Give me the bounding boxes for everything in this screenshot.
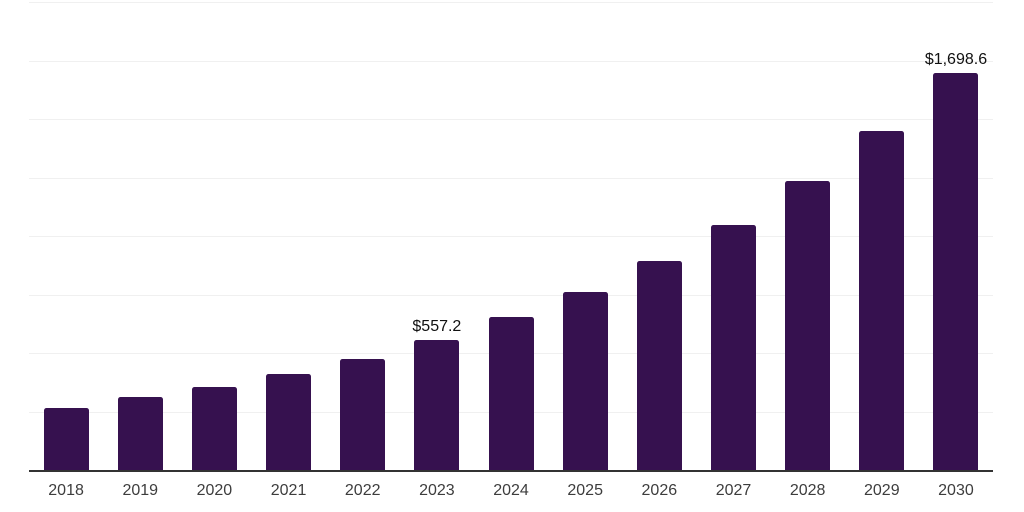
data-label-2030: $1,698.6 [924, 50, 988, 68]
bar-slot [696, 2, 770, 470]
x-tick-label-2028: 2028 [789, 482, 826, 499]
bar-slot [771, 2, 845, 470]
bar-2026 [636, 260, 682, 470]
x-tick-label-2026: 2026 [641, 482, 678, 499]
bar-slot [177, 2, 251, 470]
x-tick-label-2029: 2029 [864, 482, 900, 499]
bar-2030 [933, 72, 979, 470]
bar-2023 [414, 339, 460, 470]
gridline [29, 236, 993, 237]
bar-slot: $1,698.6 [919, 2, 993, 470]
gridline [29, 119, 993, 120]
data-label-2023: $557.2 [412, 317, 462, 335]
bar-2019 [117, 397, 163, 470]
bar-slot [845, 2, 919, 470]
bar-slot [29, 2, 103, 470]
bar-2028 [785, 180, 831, 470]
bar-2022 [340, 358, 386, 470]
bars-layer: $557.2 $1,698.6 [29, 2, 993, 470]
x-tick-label-2019: 2019 [122, 482, 159, 499]
gridline [29, 177, 993, 179]
bar-2020 [191, 387, 237, 470]
bar-2025 [562, 292, 608, 470]
bar-2029 [859, 131, 905, 470]
bar-2024 [488, 317, 534, 470]
x-axis-labels: 2018 2019 2020 2021 2022 2023 2024 2025 2026 2027… [29, 483, 993, 499]
bar-slot: $557.2 [400, 2, 474, 470]
bar-slot [326, 2, 400, 470]
x-tick-label-2018: 2018 [48, 482, 84, 499]
bar-slot [103, 2, 177, 470]
x-tick-label-2023: 2023 [419, 482, 455, 499]
bar-slot [548, 2, 622, 470]
gridline [29, 2, 993, 3]
plot-area: $557.2 $1,698.6 [29, 2, 993, 472]
x-tick-label-2030: 2030 [938, 482, 974, 499]
x-tick-label-2020: 2020 [196, 482, 233, 499]
bar-slot [251, 2, 325, 470]
x-tick-label-2021: 2021 [270, 482, 307, 499]
bar-slot [622, 2, 696, 470]
gridline [29, 60, 993, 62]
bar-2027 [710, 224, 756, 470]
x-tick-label-2025: 2025 [567, 482, 603, 499]
x-tick-label-2022: 2022 [344, 482, 381, 499]
x-tick-label-2024: 2024 [493, 482, 529, 499]
x-tick-label-2027: 2027 [715, 482, 752, 499]
bar-2021 [266, 373, 312, 470]
gridline [29, 294, 993, 296]
bar-2018 [43, 407, 89, 470]
bar-slot [474, 2, 548, 470]
